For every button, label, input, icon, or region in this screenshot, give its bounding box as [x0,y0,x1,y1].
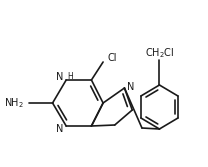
Text: N: N [127,82,135,92]
Text: NH$_2$: NH$_2$ [4,96,24,110]
Text: Cl: Cl [108,53,118,63]
Text: N: N [56,72,63,82]
Text: N: N [56,124,63,134]
Text: CH$_2$Cl: CH$_2$Cl [145,46,174,60]
Text: H: H [67,72,73,81]
